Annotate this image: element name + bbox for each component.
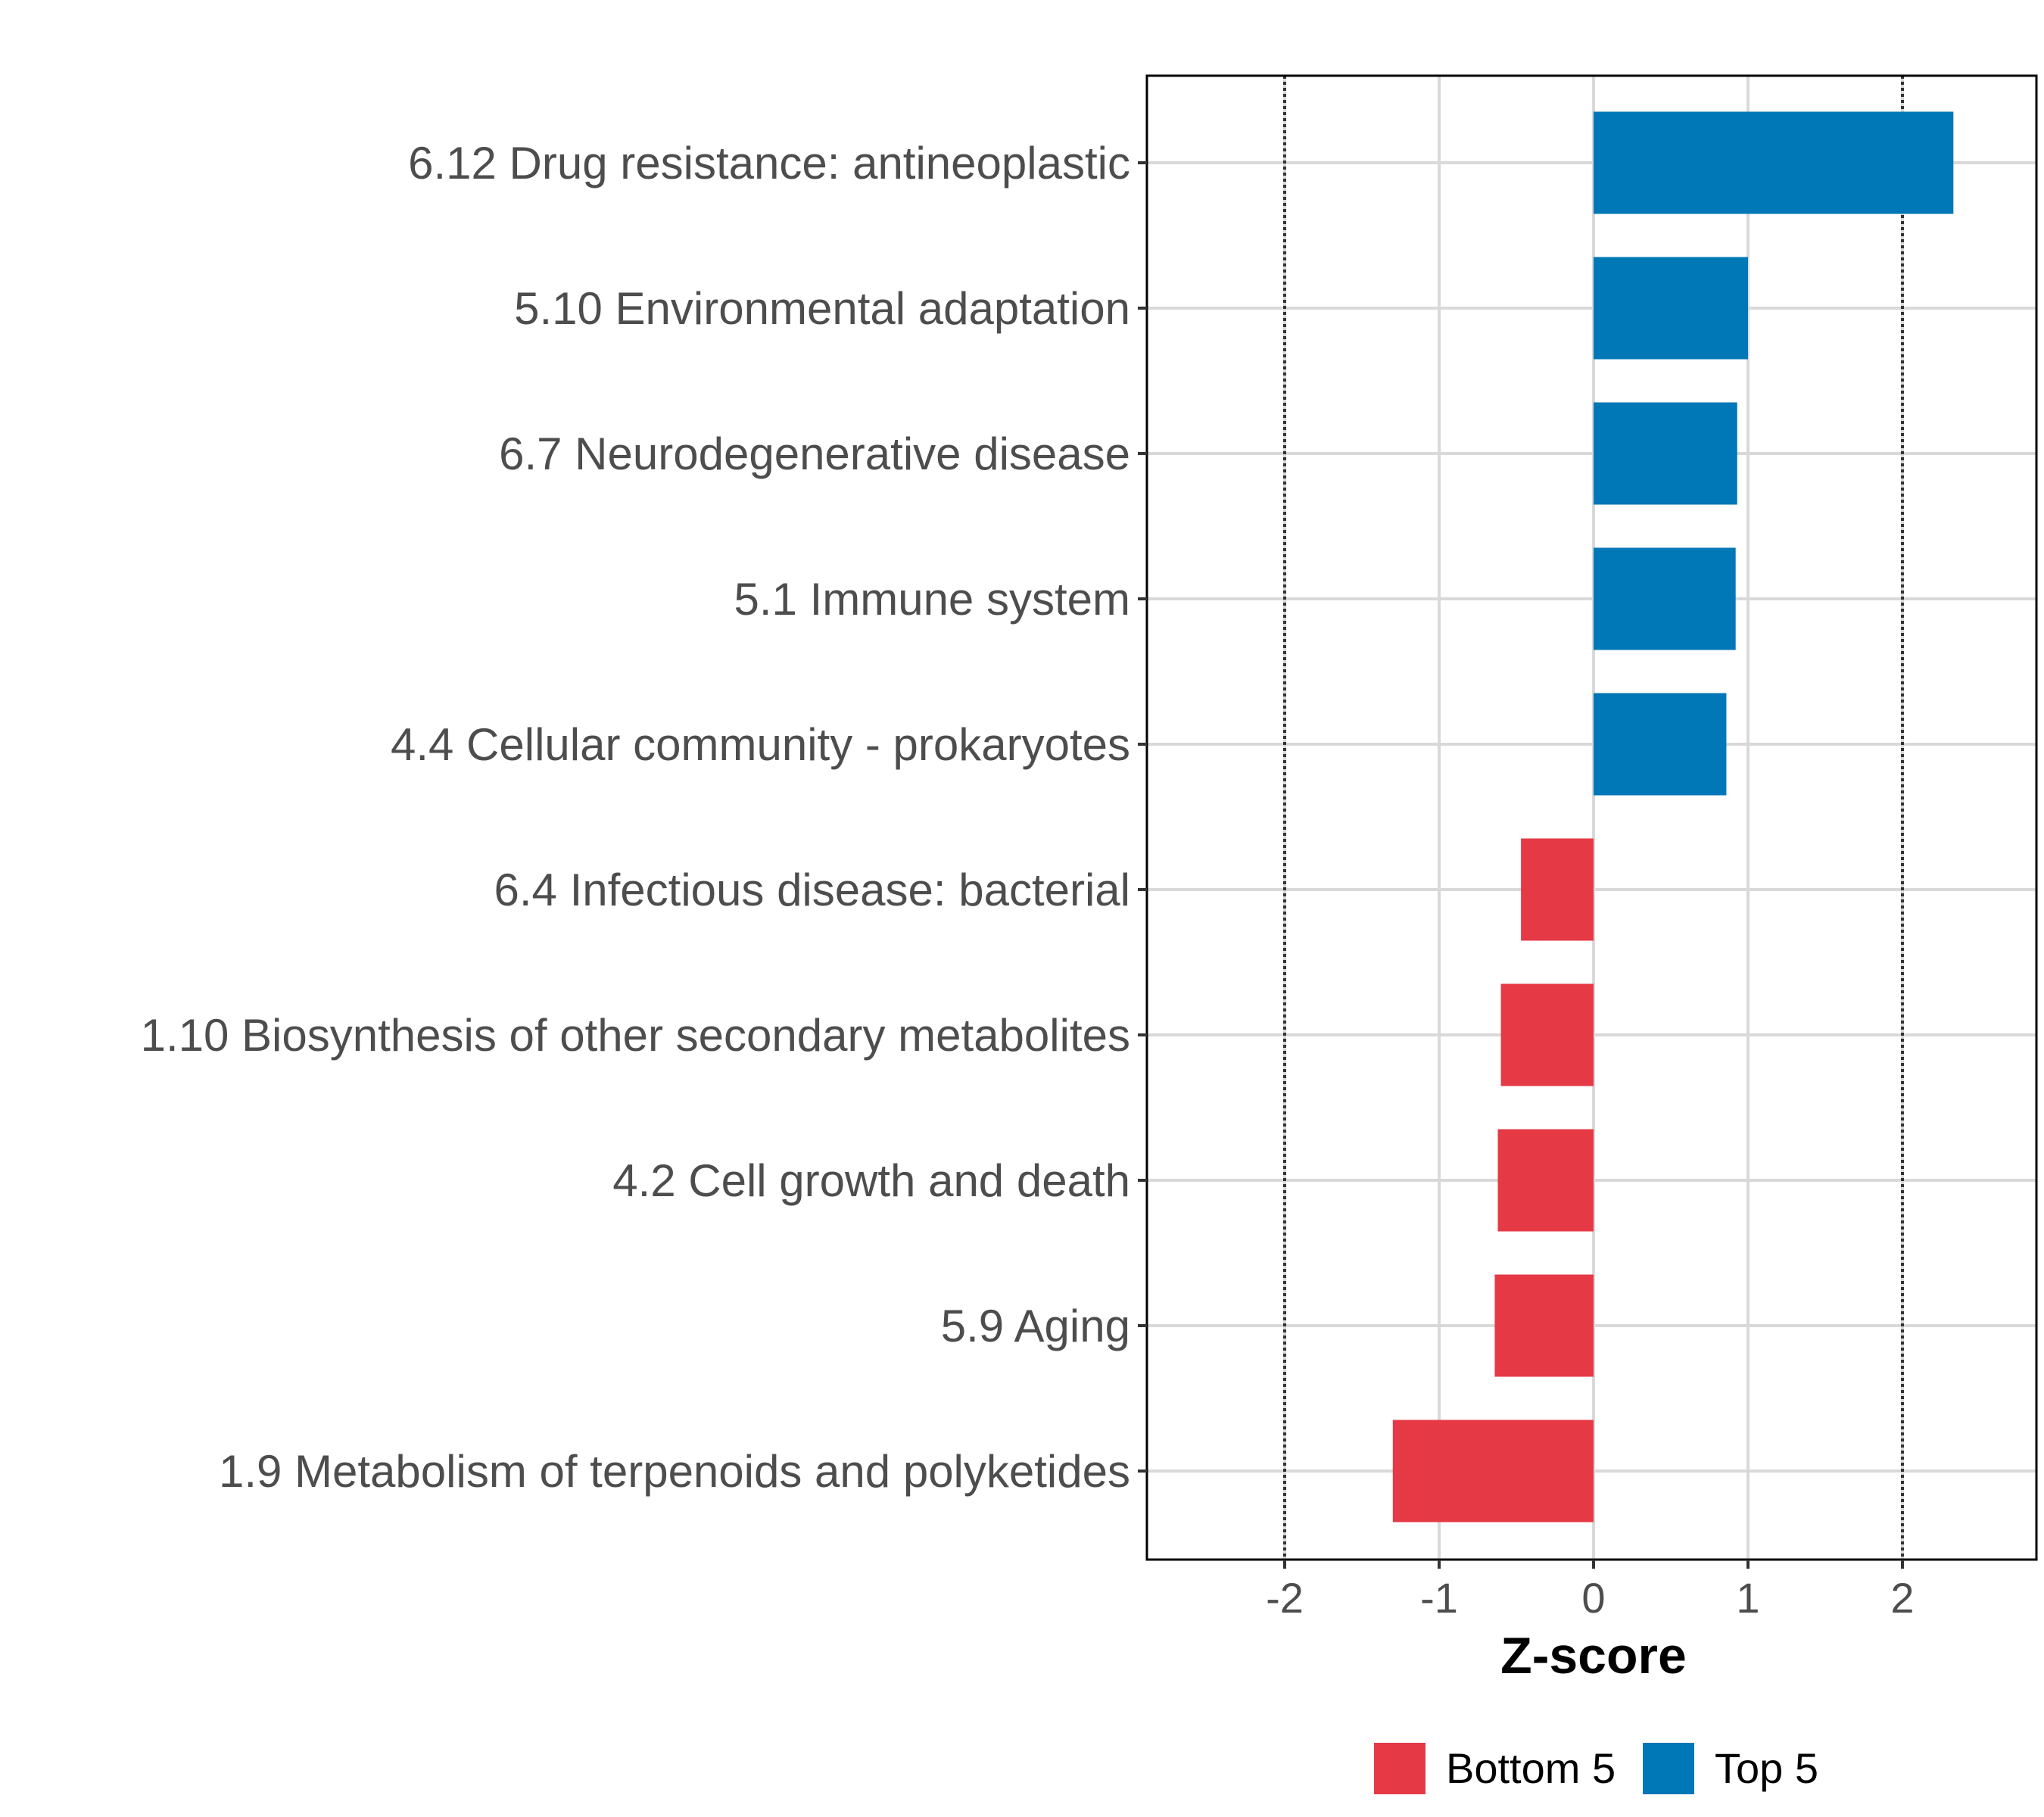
- category-label: 6.7 Neurodegenerative disease: [499, 429, 1130, 479]
- category-label: 6.4 Infectious disease: bacterial: [494, 865, 1131, 915]
- legend-label: Bottom 5: [1446, 1744, 1616, 1792]
- bar: [1594, 693, 1727, 796]
- bar: [1594, 402, 1737, 505]
- x-tick-label: 0: [1581, 1574, 1605, 1622]
- x-axis-title: Z-score: [1500, 1627, 1687, 1685]
- bar: [1594, 257, 1748, 360]
- x-tick-label: 1: [1736, 1574, 1759, 1622]
- category-label: 5.1 Immune system: [734, 574, 1130, 625]
- bar: [1497, 1129, 1594, 1232]
- legend-label: Top 5: [1715, 1744, 1818, 1792]
- x-tick-label: 2: [1890, 1574, 1914, 1622]
- category-label: 6.12 Drug resistance: antineoplastic: [408, 138, 1130, 189]
- legend-swatch: [1374, 1743, 1426, 1794]
- y-axis-ticks: 6.12 Drug resistance: antineoplastic 5.10…: [141, 138, 1147, 1497]
- bar: [1500, 983, 1594, 1086]
- bar: [1494, 1274, 1594, 1377]
- legend: Bottom 5 Top 5: [1374, 1743, 1818, 1794]
- bar: [1594, 111, 1954, 214]
- bar: [1521, 838, 1594, 941]
- bar: [1392, 1420, 1594, 1522]
- x-tick-label: -2: [1266, 1574, 1304, 1622]
- category-label: 1.9 Metabolism of terpenoids and polyket…: [219, 1446, 1130, 1497]
- plot-panel-border: [1145, 74, 2038, 1561]
- category-label: 4.4 Cellular community - prokaryotes: [391, 719, 1130, 770]
- reference-lines: [1283, 76, 1904, 1560]
- category-label: 4.2 Cell growth and death: [612, 1155, 1130, 1206]
- legend-swatch: [1643, 1743, 1694, 1794]
- category-label: 5.9 Aging: [941, 1301, 1130, 1351]
- category-label: 1.10 Biosynthesis of other secondary met…: [141, 1010, 1130, 1061]
- category-label: 5.10 Environmental adaptation: [514, 283, 1130, 334]
- x-axis-ticks: -2 -1 0 1 2: [1266, 1560, 1915, 1622]
- bars: [1392, 111, 1954, 1522]
- x-tick-label: -1: [1420, 1574, 1458, 1622]
- bar: [1594, 547, 1736, 650]
